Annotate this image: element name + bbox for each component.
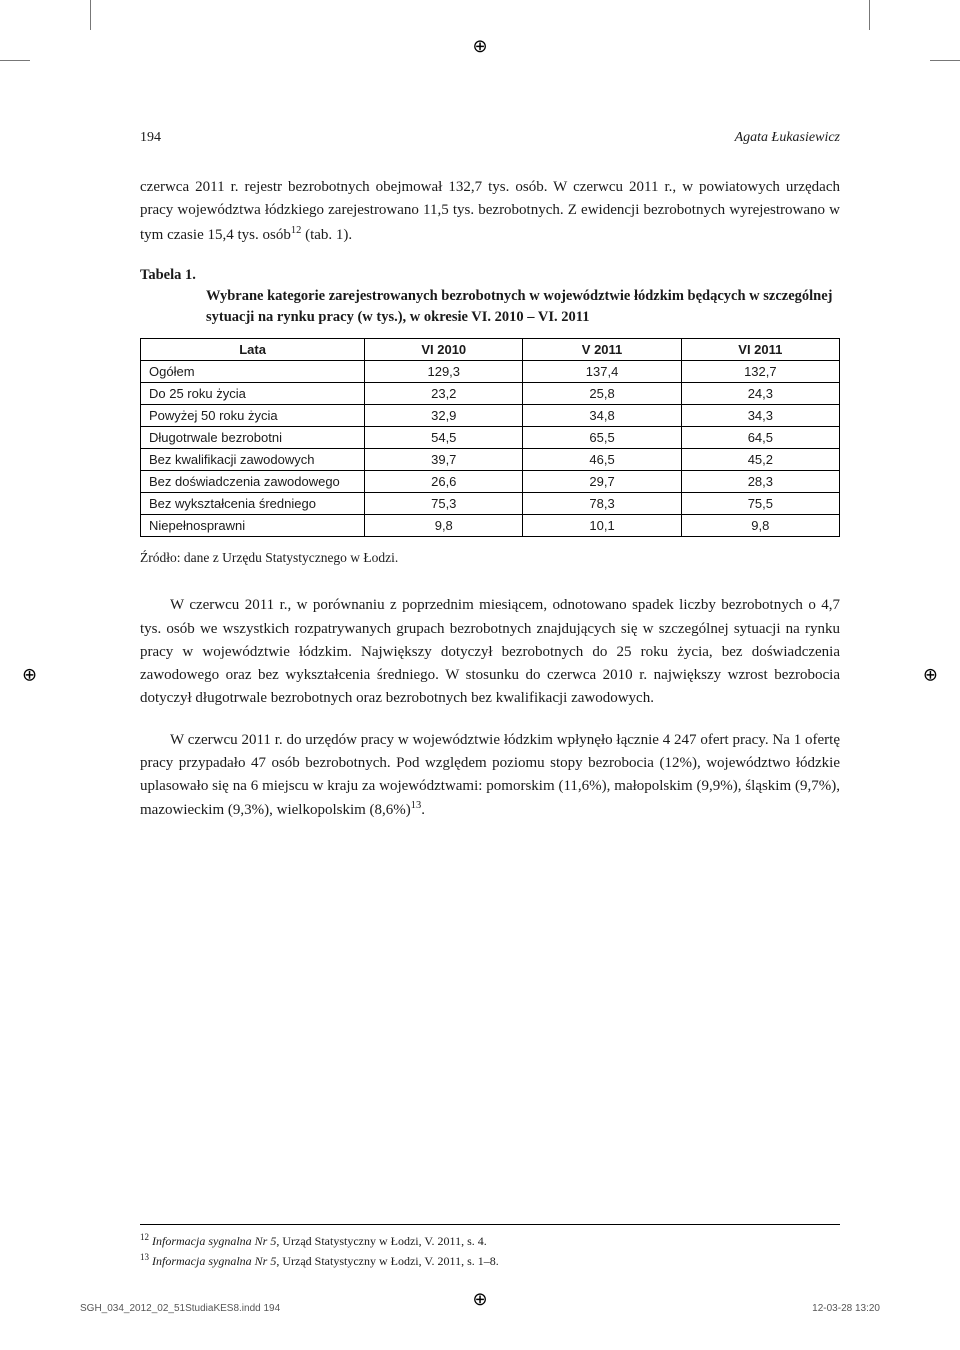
cell-value: 39,7 xyxy=(365,448,523,470)
cell-value: 34,8 xyxy=(523,404,681,426)
paragraph-1-tail: (tab. 1). xyxy=(301,227,352,243)
cell-value: 10,1 xyxy=(523,514,681,536)
table-row: Do 25 roku życia23,225,824,3 xyxy=(141,382,840,404)
table-row: Niepełnosprawni9,810,19,8 xyxy=(141,514,840,536)
page-number: 194 xyxy=(140,130,161,146)
row-label: Długotrwale bezrobotni xyxy=(141,426,365,448)
row-label: Niepełnosprawni xyxy=(141,514,365,536)
paragraph-3-text: W czerwcu 2011 r. do urzędów pracy w woj… xyxy=(140,732,840,819)
paragraph-1-text: czerwca 2011 r. rejestr bezrobotnych obe… xyxy=(140,179,840,243)
running-header: 194 Agata Łukasiewicz xyxy=(140,130,840,146)
footnote-12-number: 12 xyxy=(140,1232,149,1242)
table-source: Źródło: dane z Urzędu Statystycznego w Ł… xyxy=(140,550,840,566)
table-header-row: Lata VI 2010 V 2011 VI 2011 xyxy=(141,338,840,360)
cell-value: 45,2 xyxy=(681,448,839,470)
cell-value: 64,5 xyxy=(681,426,839,448)
author-name: Agata Łukasiewicz xyxy=(735,130,840,146)
paragraph-3: W czerwcu 2011 r. do urzędów pracy w woj… xyxy=(140,729,840,823)
row-label: Ogółem xyxy=(141,360,365,382)
cell-value: 75,3 xyxy=(365,492,523,514)
row-label: Bez wykształcenia średniego xyxy=(141,492,365,514)
table-row: Ogółem129,3137,4132,7 xyxy=(141,360,840,382)
cell-value: 28,3 xyxy=(681,470,839,492)
col-header-lata: Lata xyxy=(141,338,365,360)
cell-value: 78,3 xyxy=(523,492,681,514)
cell-value: 137,4 xyxy=(523,360,681,382)
table-row: Powyżej 50 roku życia32,934,834,3 xyxy=(141,404,840,426)
cell-value: 9,8 xyxy=(681,514,839,536)
footer-filename: SGH_034_2012_02_51StudiaKES8.indd 194 xyxy=(80,1303,280,1314)
col-header-vi2010: VI 2010 xyxy=(365,338,523,360)
cell-value: 65,5 xyxy=(523,426,681,448)
table-row: Bez doświadczenia zawodowego26,629,728,3 xyxy=(141,470,840,492)
footnote-12-source: Informacja sygnalna Nr 5 xyxy=(152,1234,276,1248)
cell-value: 24,3 xyxy=(681,382,839,404)
col-header-v2011: V 2011 xyxy=(523,338,681,360)
footnote-ref-12: 12 xyxy=(291,225,302,236)
footnote-13-source: Informacja sygnalna Nr 5 xyxy=(152,1254,276,1268)
table-label: Tabela 1. xyxy=(140,267,196,283)
cell-value: 29,7 xyxy=(523,470,681,492)
print-footer: SGH_034_2012_02_51StudiaKES8.indd 194 12… xyxy=(80,1303,880,1314)
cell-value: 25,8 xyxy=(523,382,681,404)
cell-value: 132,7 xyxy=(681,360,839,382)
cell-value: 32,9 xyxy=(365,404,523,426)
cell-value: 46,5 xyxy=(523,448,681,470)
footnotes-block: 12 Informacja sygnalna Nr 5, Urząd Staty… xyxy=(140,1224,840,1270)
footnote-13-number: 13 xyxy=(140,1252,149,1262)
footnote-13-tail: , Urząd Statystyczny w Łodzi, V. 2011, s… xyxy=(276,1254,498,1268)
footnote-12-tail: , Urząd Statystyczny w Łodzi, V. 2011, s… xyxy=(276,1234,486,1248)
data-table: Lata VI 2010 V 2011 VI 2011 Ogółem129,31… xyxy=(140,338,840,537)
cell-value: 26,6 xyxy=(365,470,523,492)
paragraph-2: W czerwcu 2011 r., w porównaniu z poprze… xyxy=(140,594,840,710)
footnote-13: 13 Informacja sygnalna Nr 5, Urząd Staty… xyxy=(140,1251,840,1270)
row-label: Bez kwalifikacji zawodowych xyxy=(141,448,365,470)
footnote-ref-13: 13 xyxy=(411,800,422,811)
table-row: Długotrwale bezrobotni54,565,564,5 xyxy=(141,426,840,448)
table-row: Bez wykształcenia średniego75,378,375,5 xyxy=(141,492,840,514)
cell-value: 129,3 xyxy=(365,360,523,382)
footer-timestamp: 12-03-28 13:20 xyxy=(812,1303,880,1314)
cell-value: 9,8 xyxy=(365,514,523,536)
footnote-12: 12 Informacja sygnalna Nr 5, Urząd Staty… xyxy=(140,1231,840,1250)
cell-value: 75,5 xyxy=(681,492,839,514)
cell-value: 23,2 xyxy=(365,382,523,404)
table-caption: Tabela 1. Wybrane kategorie zarejestrowa… xyxy=(140,265,840,328)
cell-value: 34,3 xyxy=(681,404,839,426)
col-header-vi2011: VI 2011 xyxy=(681,338,839,360)
row-label: Bez doświadczenia zawodowego xyxy=(141,470,365,492)
row-label: Do 25 roku życia xyxy=(141,382,365,404)
paragraph-3-tail: . xyxy=(421,802,425,818)
cell-value: 54,5 xyxy=(365,426,523,448)
page-content: 194 Agata Łukasiewicz czerwca 2011 r. re… xyxy=(0,0,960,1350)
table-caption-text: Wybrane kategorie zarejestrowanych bezro… xyxy=(140,286,840,328)
table-row: Bez kwalifikacji zawodowych39,746,545,2 xyxy=(141,448,840,470)
paragraph-1: czerwca 2011 r. rejestr bezrobotnych obe… xyxy=(140,176,840,247)
row-label: Powyżej 50 roku życia xyxy=(141,404,365,426)
